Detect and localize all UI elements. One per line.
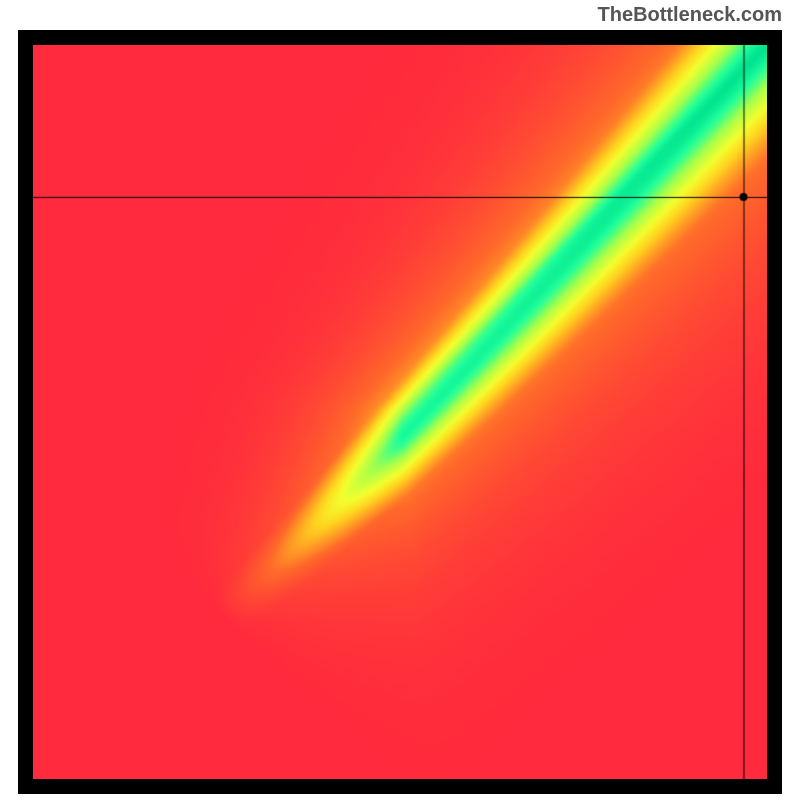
plot-border <box>18 30 782 794</box>
attribution-text: TheBottleneck.com <box>598 4 782 27</box>
chart-container: TheBottleneck.com <box>0 0 800 800</box>
heatmap-canvas <box>33 45 767 779</box>
